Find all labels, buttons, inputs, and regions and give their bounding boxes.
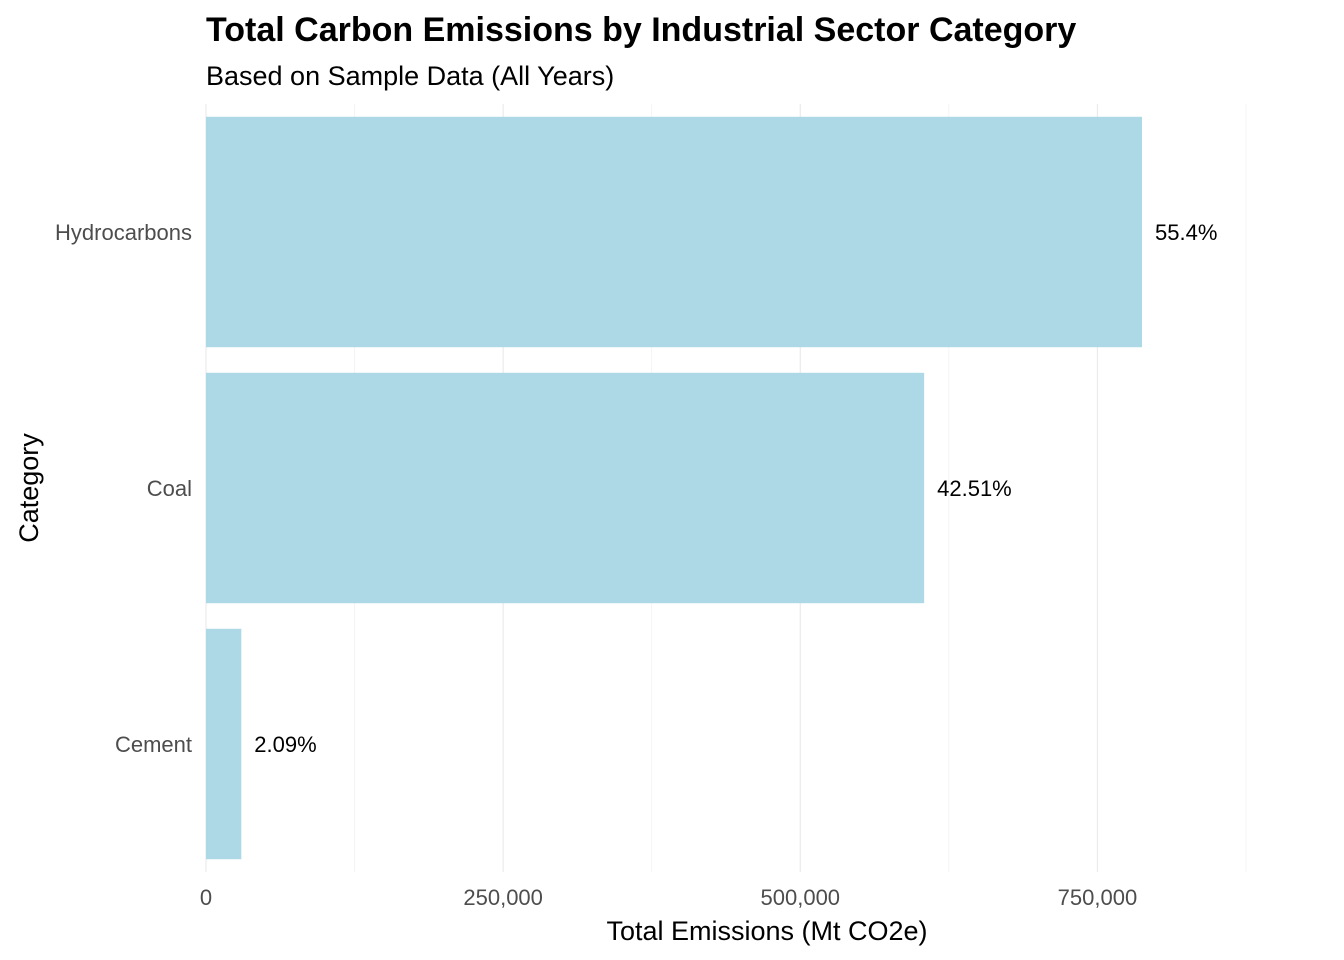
- data-label-cement: 2.09%: [254, 732, 316, 757]
- bar-cement: [206, 628, 242, 860]
- x-axis-title: Total Emissions (Mt CO2e): [606, 916, 927, 946]
- x-tick-layer: 0 250,000 500,000 750,000: [200, 885, 1137, 910]
- x-tick-label-0: 0: [200, 885, 212, 910]
- x-tick-label-3: 750,000: [1058, 885, 1138, 910]
- data-label-coal: 42.51%: [937, 476, 1012, 501]
- chart-subtitle: Based on Sample Data (All Years): [206, 61, 614, 91]
- y-tick-label-coal: Coal: [147, 476, 192, 501]
- bar-coal: [206, 372, 925, 604]
- x-tick-label-2: 500,000: [761, 885, 841, 910]
- data-label-layer: 55.4% 42.51% 2.09%: [254, 220, 1217, 757]
- x-tick-label-1: 250,000: [463, 885, 543, 910]
- bar-hydrocarbons: [206, 116, 1142, 348]
- chart-title: Total Carbon Emissions by Industrial Sec…: [206, 11, 1076, 49]
- data-label-hydrocarbons: 55.4%: [1155, 220, 1217, 245]
- y-axis-title: Category: [14, 433, 44, 543]
- bar-layer: [206, 116, 1142, 860]
- y-tick-label-hydrocarbons: Hydrocarbons: [55, 220, 192, 245]
- y-tick-layer: Hydrocarbons Coal Cement: [55, 220, 192, 757]
- y-tick-label-cement: Cement: [115, 732, 192, 757]
